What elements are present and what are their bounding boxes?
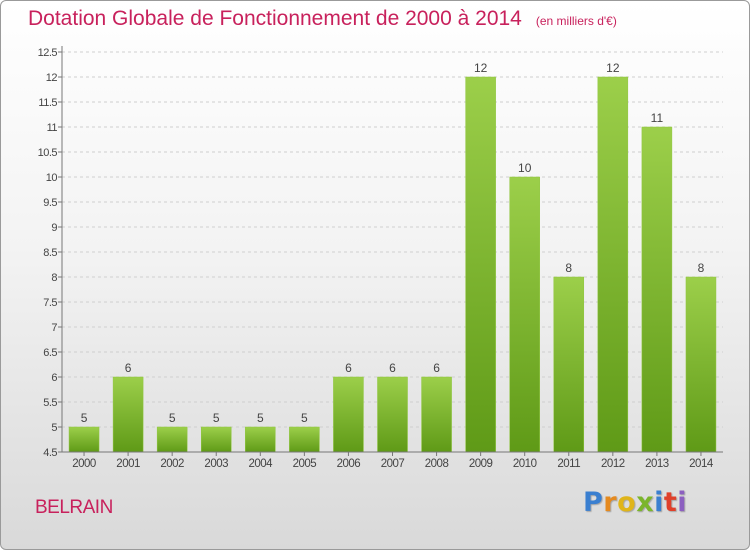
bar-series: 5 6 5 5 5 5 6 6 6 12 10 8 12 11 8	[68, 61, 717, 453]
x-tick-label: 2003	[204, 458, 228, 470]
bar	[641, 126, 673, 453]
bar	[685, 276, 717, 453]
x-tick-label: 2010	[513, 458, 537, 470]
y-tick-label: 9.5	[43, 197, 57, 209]
bar	[156, 426, 188, 453]
y-tick-label: 9	[51, 222, 57, 234]
y-tick-label: 10	[46, 172, 58, 184]
logo-letter: i	[654, 487, 664, 518]
bar-value-label: 11	[651, 111, 664, 125]
y-tick-label: 8	[51, 272, 57, 284]
x-tick-label: 2011	[557, 458, 580, 470]
y-tick-label: 10.5	[38, 147, 58, 159]
y-tick-label: 7	[51, 322, 57, 334]
x-tick-label: 2005	[293, 458, 317, 470]
x-tick-label: 2002	[160, 458, 184, 470]
logo-letter: x	[636, 487, 655, 518]
commune-name: BELRAIN	[35, 497, 113, 518]
bar	[333, 376, 364, 453]
y-tick-label: 12.5	[38, 47, 58, 59]
bar-value-label: 5	[169, 411, 176, 425]
bar-value-label: 5	[81, 411, 88, 425]
x-tick-label: 2009	[469, 458, 493, 470]
x-tick-label: 2013	[645, 458, 669, 470]
bar-value-label: 8	[565, 261, 572, 275]
y-tick-label: 11.5	[38, 97, 57, 109]
bar-value-label: 8	[698, 261, 705, 275]
bar-value-label: 12	[474, 61, 488, 75]
x-tick-label: 2004	[249, 458, 274, 470]
y-tick-label: 11	[47, 122, 58, 134]
bar	[245, 426, 276, 453]
bar	[465, 76, 496, 453]
logo-letter: o	[617, 487, 637, 518]
bar-value-label: 12	[606, 61, 620, 75]
y-tick-label: 6	[51, 372, 57, 384]
x-tick-label: 2014	[689, 458, 714, 470]
y-tick-label: 4.5	[43, 447, 57, 459]
bar	[112, 376, 144, 453]
bar	[289, 426, 320, 453]
y-tick-label: 5.5	[43, 397, 57, 409]
y-tick-label: 8.5	[43, 247, 57, 259]
proxiti-logo: Proxiti	[583, 487, 687, 518]
logo-letter: i	[677, 487, 688, 518]
bar-value-label: 6	[389, 361, 396, 375]
bar	[553, 276, 585, 453]
x-tick-label: 2000	[72, 458, 96, 470]
logo-letter: P	[583, 487, 604, 518]
chart-title-text: Dotation Globale de Fonctionnement de 20…	[28, 7, 522, 30]
x-tick-label: 2008	[425, 458, 449, 470]
bar-value-label: 5	[301, 411, 308, 425]
bar	[377, 376, 408, 453]
bar-value-label: 6	[345, 361, 352, 375]
chart-subtitle: (en milliers d'€)	[535, 14, 617, 28]
bar	[68, 426, 100, 453]
bar	[597, 76, 629, 453]
bar	[509, 176, 540, 453]
bar-value-label: 5	[257, 411, 264, 425]
bar-value-label: 6	[433, 361, 440, 375]
x-tick-label: 2006	[337, 458, 361, 470]
y-tick-label: 5	[51, 422, 57, 434]
y-tick-label: 6.5	[43, 347, 57, 359]
bar-value-label: 10	[518, 161, 532, 175]
chart-title: Dotation Globale de Fonctionnement de 20…	[28, 7, 617, 31]
y-axis-ticks: 4.5 5 5.5 6 6.5 7 7.5 8 8.5 9 9.5 10 10.5 11 11.5 12 12.…	[38, 47, 62, 459]
y-tick-label: 12	[46, 72, 58, 84]
x-tick-label: 2012	[601, 458, 625, 470]
bar-value-label: 6	[125, 361, 132, 375]
x-tick-label: 2001	[116, 458, 140, 470]
logo-letter: r	[603, 487, 618, 518]
logo-letter: t	[663, 487, 678, 518]
bar-value-label: 5	[213, 411, 220, 425]
x-axis-ticks: 2000 2001 2002 2003 2004 2005 2006 2007 2008 2009…	[72, 452, 714, 470]
bar	[200, 426, 232, 453]
y-tick-label: 7.5	[43, 297, 57, 309]
bar	[421, 376, 452, 453]
x-tick-label: 2007	[381, 458, 405, 470]
